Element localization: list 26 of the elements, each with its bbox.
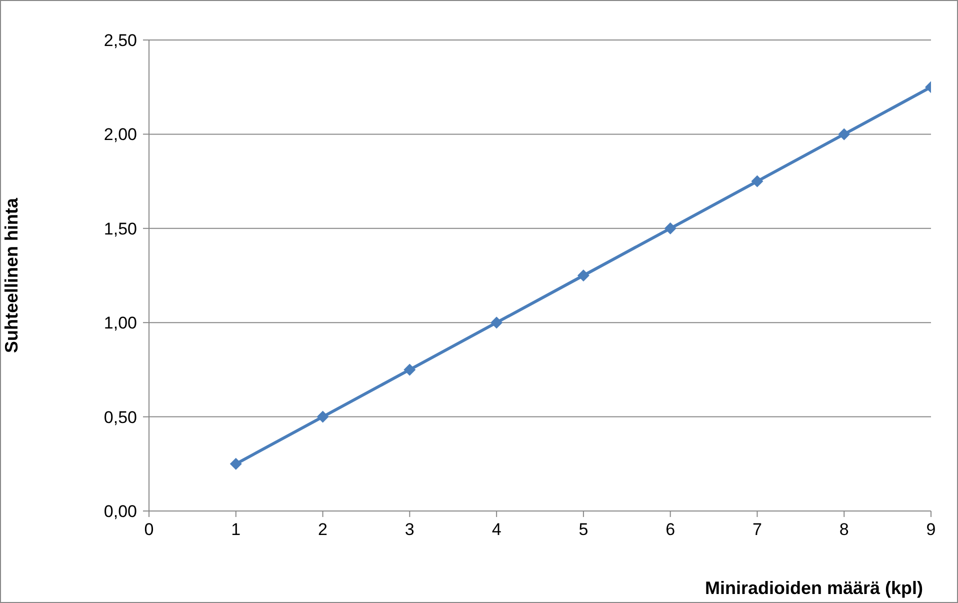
x-tick-label: 6 xyxy=(666,520,676,540)
x-tick-label: 9 xyxy=(926,520,936,540)
y-tick-label: 2,50 xyxy=(104,31,137,50)
point xyxy=(230,458,242,470)
point xyxy=(664,222,676,234)
point xyxy=(490,316,503,329)
y-tick-label: 1,00 xyxy=(104,314,137,333)
x-tick-label: 7 xyxy=(752,520,762,540)
point xyxy=(316,410,329,423)
point xyxy=(404,364,416,376)
x-tick-label: 8 xyxy=(839,520,849,540)
y-tick-label: 2,00 xyxy=(104,125,137,144)
point xyxy=(577,270,590,282)
y-tick-label: 1,50 xyxy=(104,219,137,238)
x-tick-label: 2 xyxy=(318,520,328,540)
x-tick-label: 4 xyxy=(492,520,502,540)
x-tick-label: 5 xyxy=(578,520,588,540)
x-tick-label: 3 xyxy=(404,520,414,540)
point xyxy=(751,175,764,188)
y-axis-title: Suhteellinen hinta xyxy=(1,197,22,354)
y-tick-label: 0,00 xyxy=(104,502,137,522)
x-tick-label: 0 xyxy=(144,520,154,540)
y-tick-label: 0,50 xyxy=(104,408,137,427)
x-axis-title: Miniradioiden määrä (kpl) xyxy=(704,578,923,598)
point xyxy=(838,128,850,140)
x-tick-label: 1 xyxy=(231,520,241,540)
